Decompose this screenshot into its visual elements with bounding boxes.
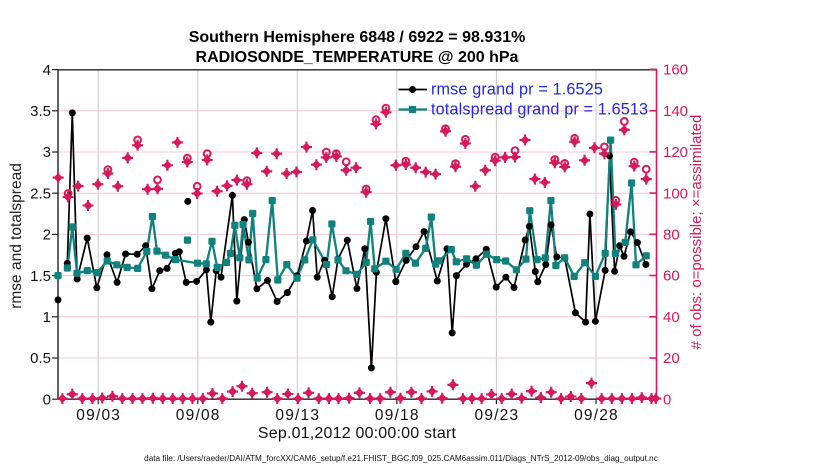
svg-text:09/23: 09/23 — [475, 407, 520, 424]
svg-text:120: 120 — [663, 144, 688, 161]
svg-text:# of obs: o=possible; ×=assimi: # of obs: o=possible; ×=assimilated — [688, 115, 705, 350]
svg-text:09/18: 09/18 — [375, 407, 420, 424]
svg-text:4: 4 — [43, 62, 51, 79]
svg-text:100: 100 — [663, 185, 688, 202]
svg-text:40: 40 — [663, 309, 680, 326]
svg-text:60: 60 — [663, 268, 680, 285]
svg-text:2.5: 2.5 — [30, 185, 51, 202]
svg-text:rmse grand pr = 1.6525: rmse grand pr = 1.6525 — [431, 81, 603, 99]
svg-text:0: 0 — [663, 391, 671, 408]
svg-text:rmse and totalspread: rmse and totalspread — [8, 163, 25, 309]
svg-text:2: 2 — [43, 227, 51, 244]
svg-text:1: 1 — [43, 309, 51, 326]
svg-text:3: 3 — [43, 144, 51, 161]
svg-text:80: 80 — [663, 227, 680, 244]
svg-text:09/13: 09/13 — [275, 407, 320, 424]
svg-text:3.5: 3.5 — [30, 103, 51, 120]
svg-text:09/03: 09/03 — [76, 407, 121, 424]
svg-text:0: 0 — [43, 391, 51, 408]
svg-text:Sep.01,2012 00:00:00 start: Sep.01,2012 00:00:00 start — [258, 425, 457, 442]
svg-text:20: 20 — [663, 350, 680, 367]
svg-text:RADIOSONDE_TEMPERATURE @ 200 h: RADIOSONDE_TEMPERATURE @ 200 hPa — [196, 49, 519, 66]
svg-text:Southern Hemisphere 6848 / 692: Southern Hemisphere 6848 / 6922 = 98.931… — [189, 29, 526, 46]
svg-text:data file: /Users/raeder/DAI/A: data file: /Users/raeder/DAI/ATM_forcXX/… — [144, 454, 658, 463]
svg-text:09/08: 09/08 — [176, 407, 221, 424]
svg-text:totalspread grand pr = 1.6513: totalspread grand pr = 1.6513 — [431, 101, 648, 119]
svg-text:1.5: 1.5 — [30, 268, 51, 285]
svg-text:0.5: 0.5 — [30, 350, 51, 367]
svg-text:09/28: 09/28 — [574, 407, 619, 424]
svg-text:140: 140 — [663, 103, 688, 120]
svg-text:160: 160 — [663, 62, 688, 79]
